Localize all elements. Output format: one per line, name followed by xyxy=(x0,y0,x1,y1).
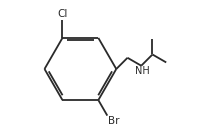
Text: NH: NH xyxy=(135,66,149,76)
Text: Cl: Cl xyxy=(57,9,68,19)
Text: Br: Br xyxy=(108,116,119,126)
